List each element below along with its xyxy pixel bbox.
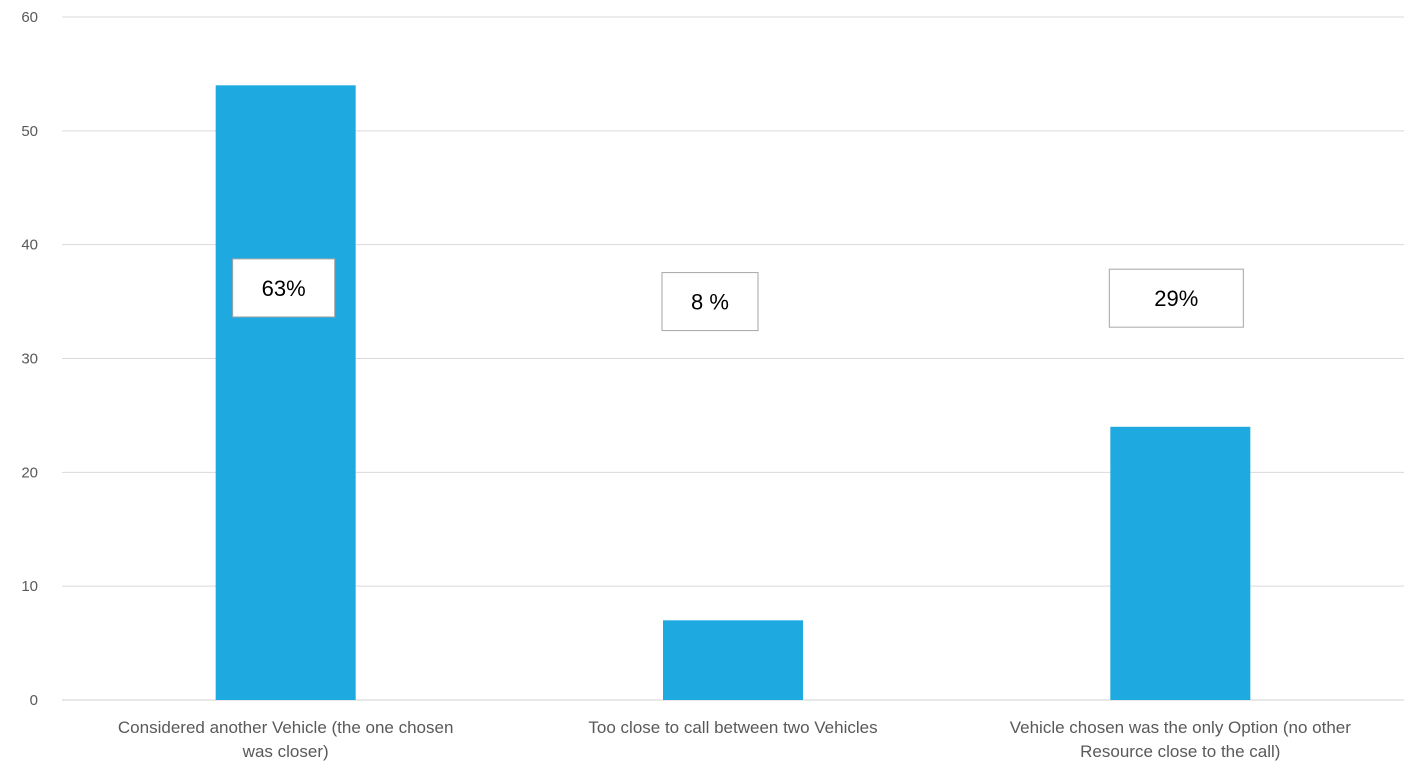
y-tick-label: 60	[21, 9, 38, 26]
annotations: 63% 8 % 29%	[232, 258, 1244, 332]
percent-annotation: 29%	[1108, 268, 1244, 328]
y-tick-label: 30	[21, 351, 38, 368]
x-category-label-line: Too close to call between two Vehicles	[588, 718, 877, 737]
y-tick-label: 20	[21, 464, 38, 481]
annotation-label: 63%	[262, 276, 306, 301]
x-category-label-line: Vehicle chosen was the only Option (no o…	[1010, 718, 1351, 737]
bar	[1110, 426, 1251, 700]
x-category-label-line: was closer)	[242, 742, 329, 761]
annotation-box	[232, 258, 336, 318]
annotation-label: 8 %	[691, 290, 729, 315]
y-tick-label: 10	[21, 578, 38, 595]
x-category-label-line: Considered another Vehicle (the one chos…	[118, 718, 454, 737]
x-axis-labels: Considered another Vehicle (the one chos…	[118, 718, 1351, 761]
x-category-label: Vehicle chosen was the only Option (no o…	[1010, 718, 1351, 761]
annotation-box	[1108, 268, 1244, 328]
x-category-label: Too close to call between two Vehicles	[588, 718, 877, 737]
bar	[663, 620, 803, 700]
y-tick-label: 40	[21, 237, 38, 254]
annotation-label: 29%	[1154, 286, 1198, 311]
y-tick-label: 0	[30, 692, 38, 709]
x-category-label-line: Resource close to the call)	[1080, 742, 1280, 761]
y-tick-label: 50	[21, 123, 38, 140]
percent-annotation: 8 %	[661, 272, 759, 332]
annotation-box	[661, 272, 759, 332]
bars	[215, 85, 1251, 701]
x-category-label: Considered another Vehicle (the one chos…	[118, 718, 454, 761]
bar	[215, 85, 356, 701]
y-axis-ticks: 0 10 20 30 40 50 60	[21, 9, 38, 709]
percent-annotation: 63%	[232, 258, 336, 318]
